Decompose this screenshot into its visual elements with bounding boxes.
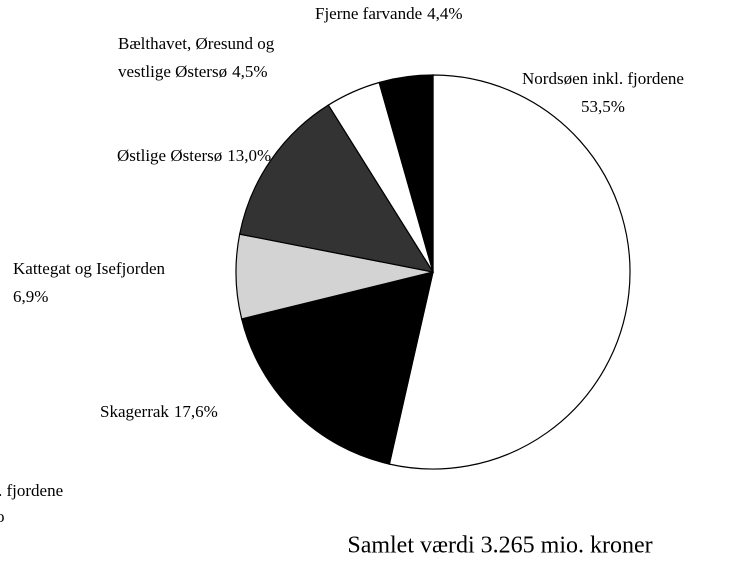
slice-value-label: 13,0% bbox=[227, 146, 271, 165]
pie-slice bbox=[388, 74, 631, 470]
slice-label: Nordsøen inkl. fjordene bbox=[522, 69, 684, 88]
pie-slice bbox=[238, 104, 435, 273]
slice-label: Fjerne farvande bbox=[315, 4, 422, 23]
pie-slice bbox=[378, 74, 434, 273]
slice-value-label: 6,9% bbox=[13, 287, 48, 306]
annotation: o bbox=[0, 507, 5, 526]
slice-value-label: 4,4% bbox=[427, 4, 462, 23]
pie-slice bbox=[240, 271, 434, 465]
slice-value-label: 17,6% bbox=[174, 402, 218, 421]
slice-value-label: 4,5% bbox=[232, 62, 267, 81]
slice-label: Bælthavet, Øresund og vestlige Østersø bbox=[118, 34, 275, 81]
annotation: . fjordene bbox=[0, 481, 63, 500]
chart-caption: Samlet værdi 3.265 mio. kroner bbox=[347, 533, 652, 559]
slice-label: Østlige Østersø bbox=[117, 146, 222, 165]
slice-value-label: 53,5% bbox=[581, 97, 625, 116]
slice-label: Skagerrak bbox=[100, 402, 169, 421]
slice-label: Kattegat og Isefjorden bbox=[13, 259, 165, 278]
